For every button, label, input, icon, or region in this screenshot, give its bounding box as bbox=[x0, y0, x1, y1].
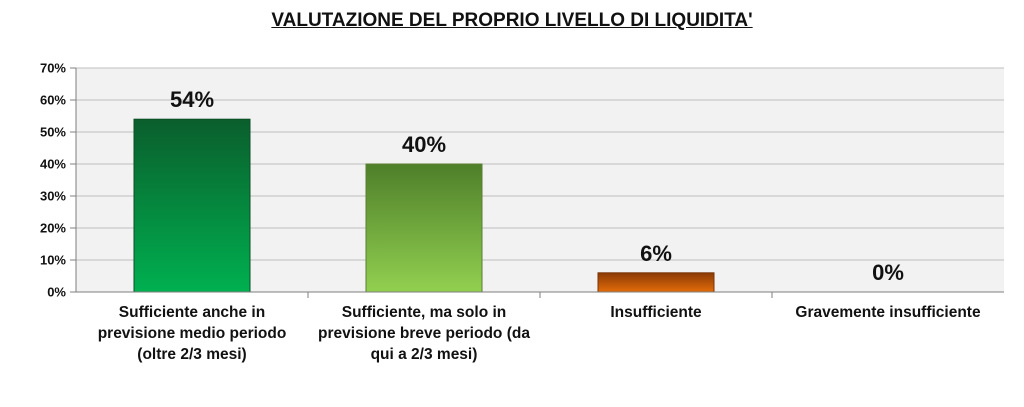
category-label: Gravemente insufficiente bbox=[795, 304, 981, 321]
y-tick-label: 40% bbox=[40, 157, 66, 172]
bar bbox=[597, 272, 715, 293]
data-label: 40% bbox=[402, 132, 446, 157]
category-label: Insufficiente bbox=[610, 304, 702, 321]
category-label: Sufficiente, ma solo in previsione breve… bbox=[318, 304, 530, 363]
y-tick-label: 20% bbox=[40, 221, 66, 236]
y-tick-label: 10% bbox=[40, 253, 66, 268]
data-label: 6% bbox=[640, 241, 672, 266]
y-tick-label: 70% bbox=[40, 61, 66, 76]
category-label: Sufficiente anche in previsione medio pe… bbox=[97, 304, 287, 363]
data-label: 54% bbox=[170, 87, 214, 112]
data-label: 0% bbox=[872, 260, 904, 285]
bar bbox=[365, 163, 483, 293]
y-tick-label: 30% bbox=[40, 189, 66, 204]
y-tick-label: 50% bbox=[40, 125, 66, 140]
y-tick-label: 60% bbox=[40, 93, 66, 108]
y-tick-label: 0% bbox=[47, 285, 66, 300]
bar bbox=[133, 118, 251, 293]
chart-title: VALUTAZIONE DEL PROPRIO LIVELLO DI LIQUI… bbox=[271, 10, 753, 31]
